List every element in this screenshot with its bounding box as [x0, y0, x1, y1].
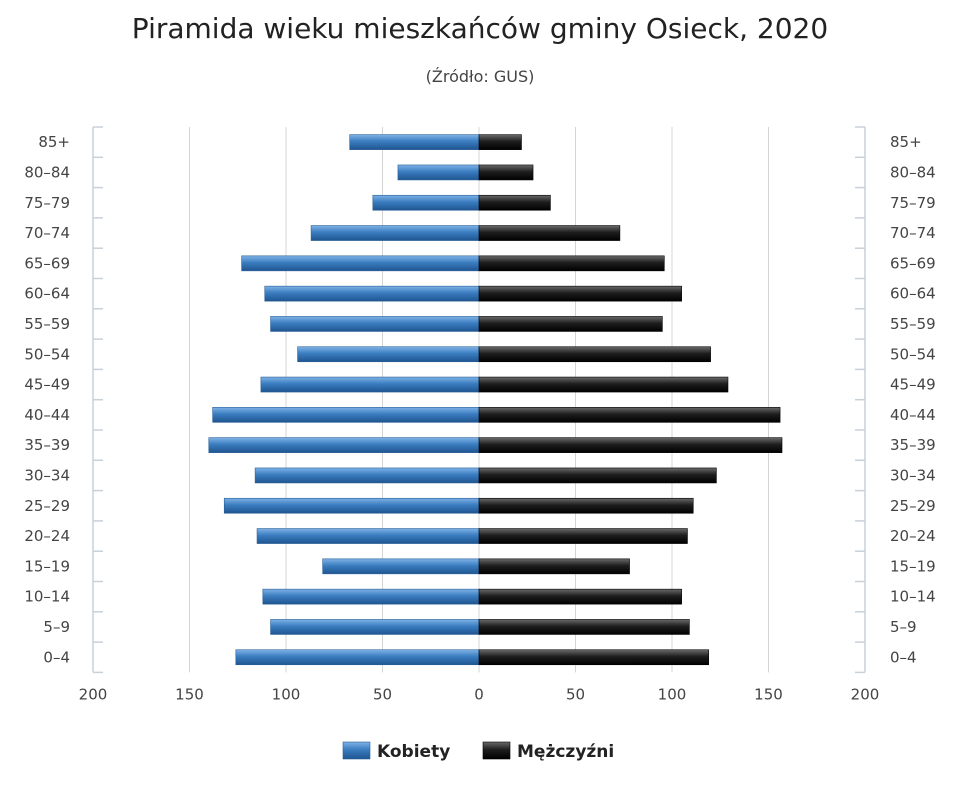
bar-mezczyzni-9	[478, 407, 781, 423]
category-label-left-3: 70–74	[24, 224, 70, 242]
bar-kobiety-12	[223, 497, 480, 514]
category-label-right-4: 65–69	[890, 254, 936, 272]
category-label-right-17: 0–4	[890, 648, 917, 666]
bar-kobiety-4	[241, 255, 480, 272]
bar-kobiety-17	[235, 649, 480, 666]
category-label-right-14: 15–19	[890, 557, 936, 575]
category-label-right-5: 60–64	[890, 285, 936, 303]
x-tick-labels: 200 150 100 50 0 50 100 150 200	[79, 685, 880, 703]
bar-kobiety-11	[254, 467, 480, 484]
bar-mezczyzni-14	[478, 558, 630, 575]
bar-kobiety-14	[322, 558, 480, 575]
category-label-right-15: 10–14	[890, 588, 936, 606]
bar-kobiety-10	[208, 437, 480, 453]
bar-mezczyzni-5	[478, 285, 682, 302]
category-label-right-11: 30–34	[890, 466, 936, 484]
category-label-left-0: 85+	[38, 133, 70, 151]
category-label-right-8: 45–49	[890, 376, 936, 394]
x-tick-label-1: 150	[175, 685, 204, 703]
bar-mezczyzni-7	[478, 346, 711, 363]
bars	[208, 134, 783, 666]
bar-kobiety-15	[262, 588, 480, 605]
category-label-left-7: 50–54	[24, 345, 70, 363]
x-tick-label-3: 50	[373, 685, 392, 703]
bar-mezczyzni-0	[478, 134, 522, 150]
x-tick-label-8: 200	[851, 685, 880, 703]
bar-kobiety-5	[264, 285, 480, 302]
legend-swatch-mezczyzni[interactable]	[482, 741, 511, 760]
category-label-left-10: 35–39	[24, 436, 70, 454]
bar-mezczyzni-17	[478, 649, 709, 666]
category-label-left-1: 80–84	[24, 163, 70, 181]
category-label-left-6: 55–59	[24, 315, 70, 333]
category-labels: 85+ 85+ 80–84 80–84 75–79 75–79 70–74 70–74 65–6…	[24, 133, 935, 666]
bar-mezczyzni-13	[478, 528, 688, 544]
x-tick-label-4: 0	[474, 685, 484, 703]
chart-title: Piramida wieku mieszkańców gminy Osieck,…	[132, 12, 828, 45]
x-tick-label-0: 200	[79, 685, 108, 703]
bar-kobiety-8	[260, 376, 480, 393]
category-label-left-9: 40–44	[24, 406, 70, 424]
legend-label-kobiety[interactable]: Kobiety	[377, 742, 450, 762]
bar-kobiety-7	[297, 346, 480, 363]
bar-mezczyzni-15	[478, 588, 682, 605]
category-label-left-2: 75–79	[24, 194, 70, 212]
bar-mezczyzni-6	[478, 316, 663, 332]
category-label-left-14: 15–19	[24, 557, 70, 575]
x-tick-label-7: 150	[754, 685, 783, 703]
x-tick-label-2: 100	[272, 685, 301, 703]
category-label-right-2: 75–79	[890, 194, 936, 212]
category-label-right-3: 70–74	[890, 224, 936, 242]
category-label-right-12: 25–29	[890, 497, 936, 515]
legend-swatch-kobiety[interactable]	[342, 741, 371, 760]
bar-kobiety-16	[270, 619, 480, 635]
category-label-left-8: 45–49	[24, 376, 70, 394]
category-label-left-4: 65–69	[24, 254, 70, 272]
legend: Kobiety Mężczyźni	[342, 741, 614, 762]
bar-kobiety-9	[212, 407, 480, 423]
category-label-left-11: 30–34	[24, 466, 70, 484]
category-label-right-9: 40–44	[890, 406, 936, 424]
category-label-left-13: 20–24	[24, 527, 70, 545]
category-label-left-12: 25–29	[24, 497, 70, 515]
bar-mezczyzni-10	[478, 437, 783, 453]
category-label-left-16: 5–9	[43, 618, 70, 636]
category-label-right-1: 80–84	[890, 163, 936, 181]
category-label-right-0: 85+	[890, 133, 922, 151]
legend-label-mezczyzni[interactable]: Mężczyźni	[517, 742, 614, 762]
bar-mezczyzni-11	[478, 467, 717, 484]
bar-kobiety-6	[270, 316, 480, 332]
bar-kobiety-1	[397, 164, 480, 181]
bar-mezczyzni-16	[478, 619, 690, 635]
category-label-left-5: 60–64	[24, 285, 70, 303]
bar-mezczyzni-4	[478, 255, 665, 272]
axes	[92, 126, 866, 674]
category-label-right-7: 50–54	[890, 345, 936, 363]
category-label-right-16: 5–9	[890, 618, 917, 636]
chart-subtitle: (Źródło: GUS)	[426, 67, 535, 86]
bar-mezczyzni-3	[478, 225, 621, 241]
category-label-left-15: 10–14	[24, 588, 70, 606]
bar-kobiety-3	[310, 225, 480, 241]
grid-lines	[189, 127, 769, 673]
bar-kobiety-2	[372, 194, 480, 211]
bar-mezczyzni-12	[478, 497, 694, 514]
x-tick-label-5: 50	[566, 685, 585, 703]
category-label-right-6: 55–59	[890, 315, 936, 333]
bar-mezczyzni-2	[478, 194, 551, 211]
bar-kobiety-0	[349, 134, 480, 150]
category-label-right-13: 20–24	[890, 527, 936, 545]
category-label-left-17: 0–4	[43, 648, 70, 666]
bar-kobiety-13	[256, 528, 480, 544]
category-label-right-10: 35–39	[890, 436, 936, 454]
bar-mezczyzni-1	[478, 164, 534, 181]
x-tick-label-6: 100	[658, 685, 687, 703]
bar-mezczyzni-8	[478, 376, 729, 393]
